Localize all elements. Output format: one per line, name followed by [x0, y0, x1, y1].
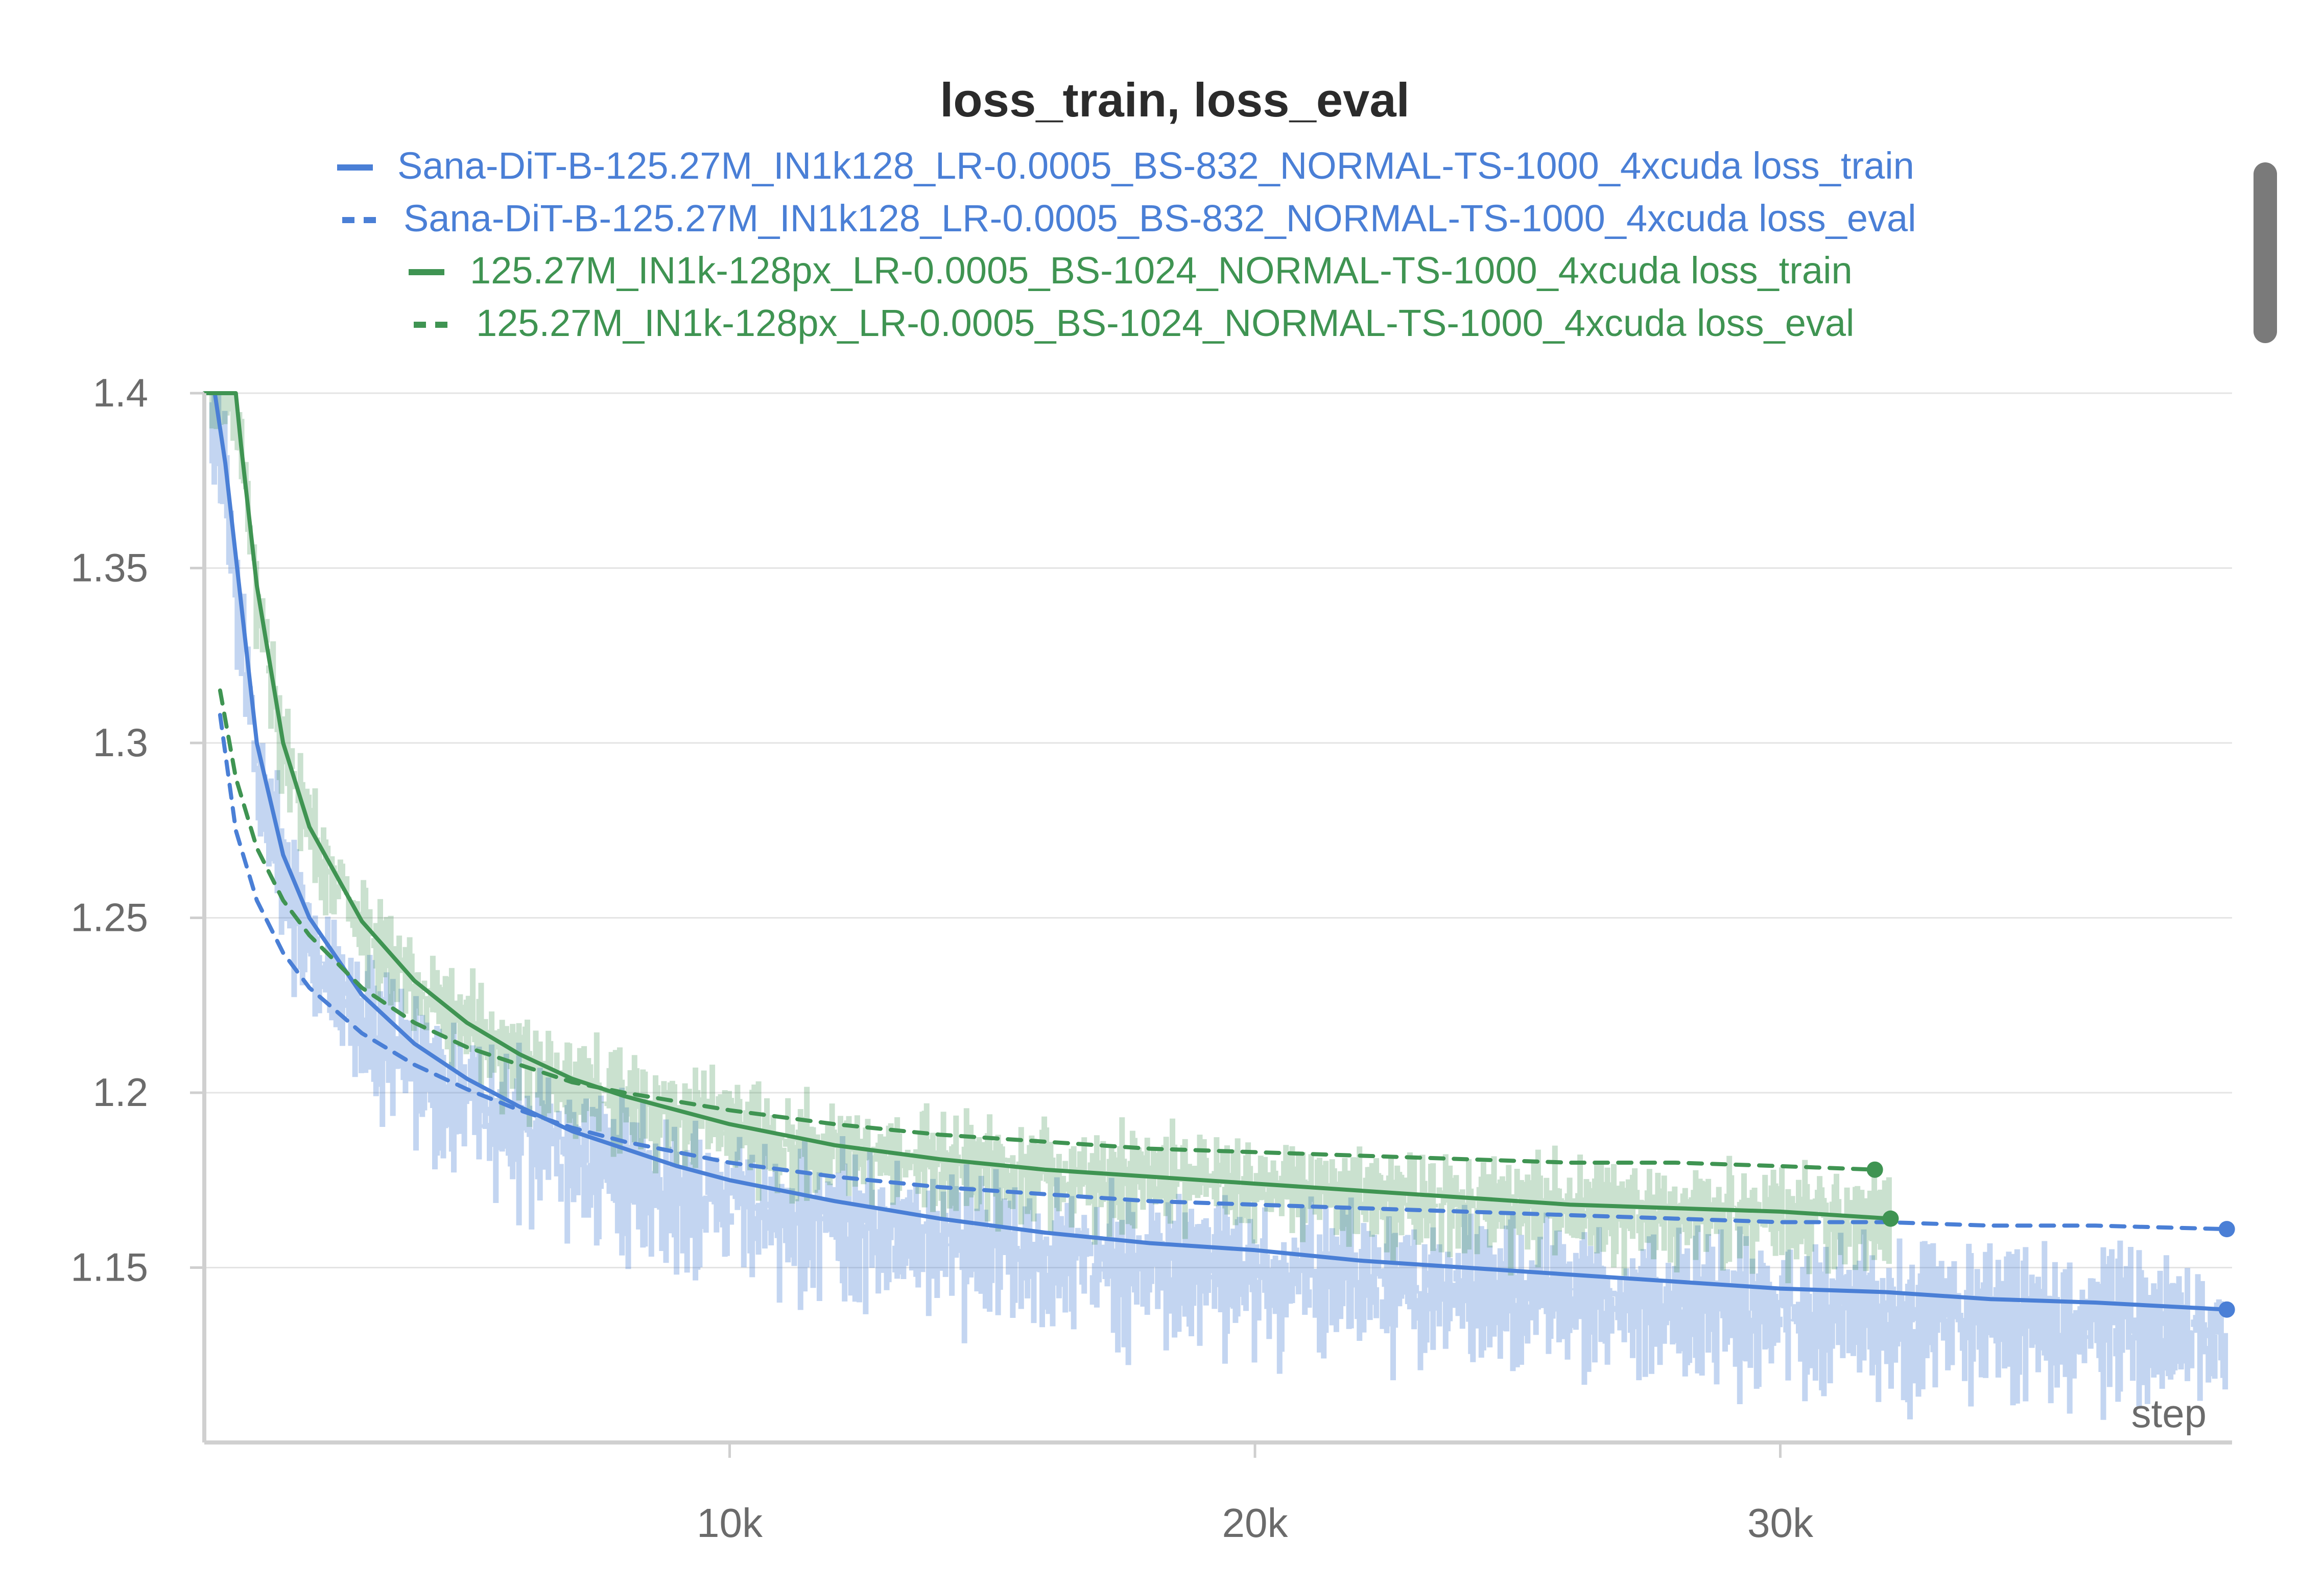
legend[interactable]: Sana-DiT-B-125.27M_IN1k128_LR-0.0005_BS-… — [337, 145, 1916, 344]
legend-label-0: Sana-DiT-B-125.27M_IN1k128_LR-0.0005_BS-… — [397, 145, 1914, 187]
x-axis-label: step — [2131, 1391, 2207, 1436]
series-end-marker-0 — [2218, 1301, 2235, 1318]
legend-label-2: 125.27M_IN1k-128px_LR-0.0005_BS-1024_NOR… — [470, 249, 1853, 292]
y-tick-label: 1.15 — [70, 1245, 148, 1290]
series-end-marker-1 — [2218, 1221, 2235, 1238]
series-line-3 — [218, 688, 1877, 1172]
raw-train-band-blue — [209, 393, 2228, 1420]
scrollbar-thumb[interactable] — [2254, 162, 2277, 343]
grid-lines — [204, 392, 2232, 1268]
x-tick-label: 30k — [1747, 1500, 1814, 1546]
series-end-marker-2 — [1882, 1210, 1899, 1227]
series-end-marker-3 — [1866, 1161, 1883, 1178]
y-tick-label: 1.35 — [70, 545, 148, 590]
x-tick-label: 20k — [1222, 1500, 1289, 1546]
series-line-1 — [218, 713, 2229, 1232]
legend-label-1: Sana-DiT-B-125.27M_IN1k128_LR-0.0005_BS-… — [404, 197, 1916, 239]
x-tick-label: 10k — [697, 1500, 763, 1546]
axes: 1.15 1.2 1.25 1.3 1.35 1.4 10k 20k 30k — [70, 370, 2232, 1546]
legend-label-3: 125.27M_IN1k-128px_LR-0.0005_BS-1024_NOR… — [476, 302, 1854, 344]
y-tick-label: 1.25 — [70, 895, 148, 940]
y-tick-label: 1.3 — [93, 720, 148, 765]
series-line-2 — [202, 391, 1893, 1221]
raw-noise-bands — [209, 393, 2228, 1420]
y-tick-label: 1.2 — [93, 1070, 148, 1115]
series-lines[interactable] — [202, 391, 2235, 1318]
y-tick-label: 1.4 — [93, 370, 148, 415]
series-line-0 — [202, 391, 2229, 1312]
chart-title: loss_train, loss_eval — [940, 73, 1410, 127]
raw-train-band-green — [209, 393, 1892, 1284]
